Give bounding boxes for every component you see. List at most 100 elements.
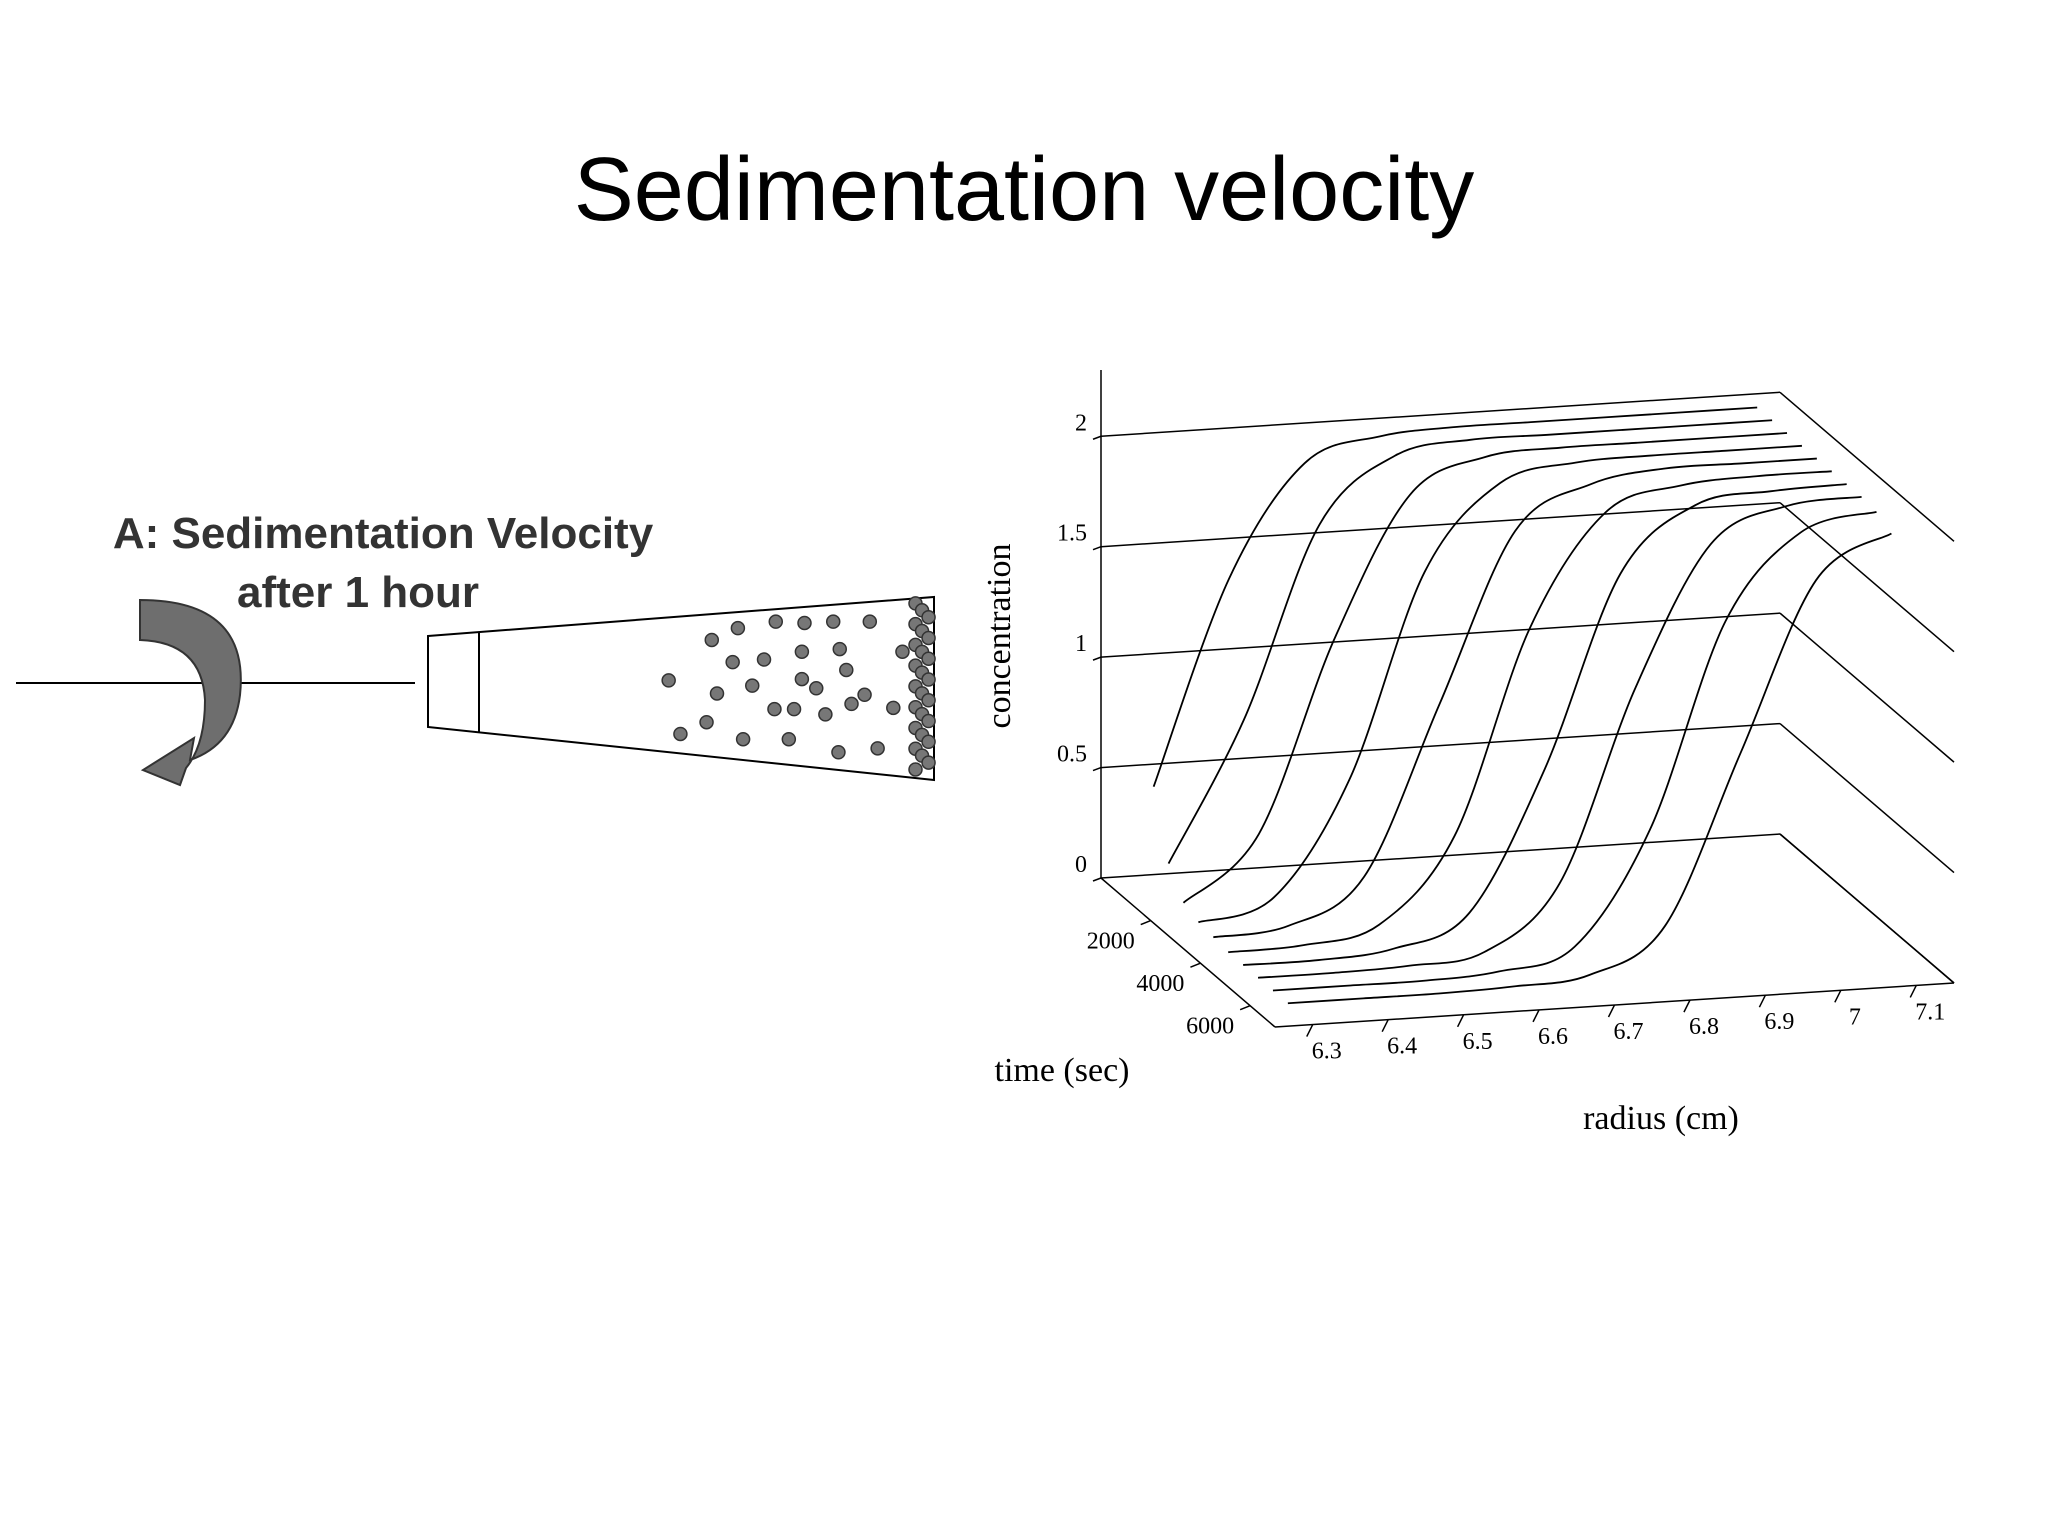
particle — [756, 652, 772, 667]
x-tick — [1306, 1024, 1314, 1037]
z-tick — [1092, 877, 1102, 882]
y-axis — [1100, 877, 1276, 1028]
x-tick — [1532, 1009, 1540, 1023]
particle — [921, 734, 936, 750]
z-tick-label: 0.5 — [1057, 742, 1087, 768]
particle — [786, 701, 802, 717]
particle — [794, 644, 810, 659]
z-tick-label: 1.5 — [1057, 521, 1087, 547]
concentration-curve — [1287, 532, 1892, 1005]
particle — [832, 641, 848, 657]
particle — [794, 671, 810, 687]
diagram-label: A: Sedimentation Velocity — [113, 509, 654, 558]
x-tick — [1607, 1004, 1616, 1018]
grid-line — [1100, 612, 1781, 658]
grid-line — [1100, 391, 1781, 438]
particle — [661, 673, 676, 688]
concentration-curve — [1152, 406, 1758, 788]
particle — [797, 615, 812, 631]
particle — [818, 707, 833, 722]
grid-line — [1100, 833, 1781, 879]
grid-line — [1779, 502, 1955, 653]
particle — [745, 678, 760, 693]
x-tick-label: 6.3 — [1312, 1039, 1342, 1065]
particle — [844, 696, 859, 712]
x-tick-label: 6.9 — [1764, 1009, 1794, 1035]
concentration-curve — [1272, 510, 1877, 992]
grid-line — [1779, 722, 1955, 874]
y-tick-label: 4000 — [1136, 971, 1184, 997]
particle — [921, 651, 936, 666]
z-tick-label: 2 — [1075, 410, 1087, 436]
x-tick — [1683, 999, 1691, 1013]
particle — [839, 662, 854, 678]
particle — [768, 614, 784, 629]
z-tick — [1092, 545, 1102, 551]
x-tick — [1834, 989, 1842, 1003]
rotation-arrow — [139, 598, 242, 787]
z-tick — [1092, 656, 1102, 661]
concentration-curve — [1257, 495, 1862, 979]
concentration-curve — [1213, 457, 1817, 939]
concentration-curve — [1228, 470, 1832, 954]
particle — [767, 701, 782, 717]
cell — [427, 595, 935, 782]
particle — [735, 731, 751, 747]
x-tick-label: 7.1 — [1915, 999, 1945, 1025]
grid-line — [1779, 833, 1955, 984]
particle — [921, 755, 936, 770]
particle — [825, 614, 841, 629]
particle — [870, 741, 885, 756]
particle — [921, 630, 936, 646]
particle — [781, 731, 797, 747]
x-tick — [1456, 1014, 1465, 1028]
concentration-curve — [1182, 432, 1788, 904]
particle — [730, 620, 746, 636]
y-tick-label: 6000 — [1186, 1014, 1234, 1040]
particle — [921, 672, 936, 687]
z-tick-label: 1 — [1075, 631, 1087, 657]
particle — [886, 700, 901, 716]
particle — [831, 745, 846, 760]
z-tick — [1092, 435, 1102, 440]
grid-line — [1100, 501, 1781, 548]
diagram-label: after 1 hour — [237, 568, 479, 617]
particle — [895, 644, 910, 659]
grid-line — [1779, 391, 1955, 542]
concentration-curve — [1198, 444, 1802, 924]
x-tick-label: 6.8 — [1689, 1014, 1719, 1040]
y-tick — [1239, 1005, 1251, 1011]
x-tick-label: 7 — [1849, 1004, 1861, 1030]
particle — [921, 609, 936, 625]
chart: concentration time (sec) radius (cm) 0 0.… — [981, 370, 1955, 1137]
grid-line — [1100, 722, 1781, 769]
particle — [699, 714, 714, 730]
slide-title: Sedimentation velocity — [574, 140, 1474, 240]
y-tick — [1140, 919, 1151, 926]
x-tick — [1909, 985, 1917, 998]
particle — [921, 693, 936, 708]
particle — [809, 681, 824, 696]
particles — [661, 596, 936, 777]
x-axis-title: radius (cm) — [1583, 1100, 1739, 1137]
x-tick-label: 6.4 — [1387, 1034, 1417, 1060]
grid-line — [1779, 612, 1955, 763]
x-tick-label: 6.5 — [1463, 1029, 1493, 1055]
z-tick-label: 0 — [1075, 852, 1087, 878]
y-tick-label: 2000 — [1087, 929, 1135, 955]
x-tick-label: 6.6 — [1538, 1024, 1568, 1050]
particle — [704, 632, 720, 648]
particle — [908, 762, 923, 777]
particle — [709, 686, 725, 701]
particle — [725, 654, 740, 670]
z-axis-title: concentration — [981, 543, 1018, 728]
x-tick — [1758, 994, 1767, 1008]
concentration-curve — [1243, 483, 1847, 966]
concentration-curve — [1167, 419, 1773, 864]
particle — [857, 687, 872, 703]
y-axis-title: time (sec) — [995, 1052, 1130, 1089]
particle — [862, 614, 878, 629]
z-tick — [1092, 766, 1102, 772]
x-tick — [1381, 1019, 1389, 1033]
